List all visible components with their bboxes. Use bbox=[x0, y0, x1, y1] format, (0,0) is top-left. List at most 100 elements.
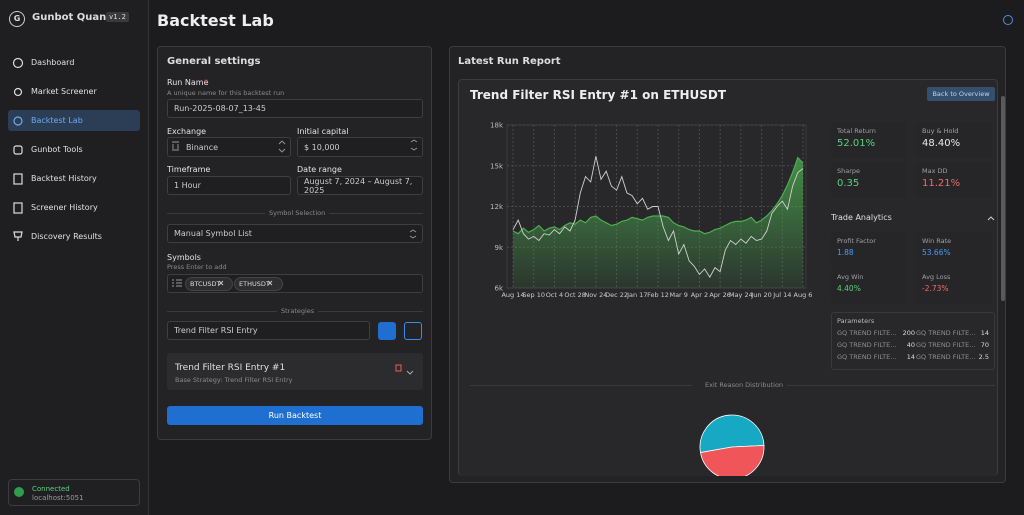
metric-value: 48.40% bbox=[922, 138, 961, 149]
metric-box: Max DD 11.21% bbox=[916, 162, 992, 198]
page-title: Backtest Lab bbox=[157, 11, 274, 30]
label: Initial capital bbox=[297, 127, 349, 136]
y-tick-label: 6k bbox=[494, 285, 503, 293]
x-tick-label: May 24 bbox=[729, 291, 753, 299]
logo: G bbox=[9, 11, 25, 27]
card-icons bbox=[395, 364, 414, 375]
metric-value: 53.66% bbox=[922, 248, 951, 257]
x-tick-label: Dec 22 bbox=[605, 291, 628, 299]
strategy-card-sub: Base Strategy: Trend Filter RSI Entry bbox=[175, 376, 293, 384]
metric-label: Win Rate bbox=[922, 237, 952, 245]
add-button[interactable] bbox=[378, 322, 396, 340]
metric-box: Win Rate 53.66% bbox=[916, 232, 992, 268]
x-tick-label: Sep 10 bbox=[522, 291, 545, 299]
label: Symbols bbox=[167, 253, 201, 262]
input-icons bbox=[172, 139, 418, 287]
y-tick-label: 15k bbox=[490, 162, 504, 170]
metric-value: 4.40% bbox=[837, 284, 861, 293]
metric-box: Profit Factor 1.88 bbox=[831, 232, 907, 268]
strategy-card bbox=[167, 353, 423, 390]
date-input[interactable]: August 7, 2024 – August 7, 2025 bbox=[297, 176, 423, 195]
x-tick-label: Aug 14 bbox=[501, 291, 524, 299]
param-name: GQ TREND FILTE... bbox=[916, 353, 976, 361]
nav-item[interactable]: Screener History bbox=[31, 203, 98, 212]
select[interactable]: 1 Hour bbox=[167, 176, 291, 195]
text-input[interactable]: Run-2025-08-07_13-45 bbox=[167, 99, 423, 118]
divider-label: Symbol Selection bbox=[265, 209, 330, 217]
pie-chart bbox=[699, 414, 765, 476]
required: * bbox=[204, 78, 208, 87]
label: Exchange bbox=[167, 127, 207, 136]
metric-label: Profit Factor bbox=[837, 237, 876, 245]
metric-value: 11.21% bbox=[922, 178, 961, 189]
metric-value: 0.35 bbox=[837, 178, 860, 189]
y-tick-label: 18k bbox=[490, 122, 504, 130]
x-tick-label: Mar 9 bbox=[669, 291, 687, 299]
param-name: GQ TREND FILTE... bbox=[916, 341, 976, 349]
metric-value: 52.01% bbox=[837, 138, 876, 149]
metric-value: -2.73% bbox=[922, 284, 949, 293]
metric-label: Max DD bbox=[922, 167, 948, 175]
brand: Gunbot Quant bbox=[32, 12, 112, 23]
param-value: 14 bbox=[906, 353, 915, 361]
pie-title: Exit Reason Distribution bbox=[692, 381, 788, 389]
analytics-title: Trade Analytics bbox=[831, 213, 892, 222]
x-tick-label: Feb 12 bbox=[647, 291, 669, 299]
x-tick-label: Oct 4 bbox=[546, 291, 563, 299]
settings-button[interactable] bbox=[404, 322, 422, 340]
label: Timeframe bbox=[167, 165, 211, 174]
param-value: 14 bbox=[980, 329, 989, 337]
nav-item[interactable]: Discovery Results bbox=[31, 232, 102, 241]
metric-box: Avg Loss -2.73% bbox=[916, 268, 992, 304]
version: v1.2 bbox=[106, 12, 129, 22]
metric-box: Avg Win 4.40% bbox=[831, 268, 907, 304]
collapse-icon[interactable] bbox=[986, 214, 996, 222]
divider-label: Strategies bbox=[277, 307, 319, 315]
x-tick-label: Oct 28 bbox=[564, 291, 586, 299]
select[interactable]: Manual Symbol List bbox=[167, 224, 423, 243]
run-title: Trend Filter RSI Entry #1 on ETHUSDT bbox=[470, 88, 727, 102]
param-name: GQ TREND FILTE... bbox=[837, 341, 897, 349]
line bbox=[512, 156, 804, 235]
nav-item[interactable]: Gunbot Tools bbox=[31, 145, 83, 154]
x-tick-label: Nov 24 bbox=[584, 291, 607, 299]
label: Run Name bbox=[167, 78, 209, 87]
param-name: GQ TREND FILTE... bbox=[916, 329, 976, 337]
metric-box: Total Return 52.01% bbox=[831, 122, 907, 158]
select[interactable]: Binance bbox=[167, 137, 291, 157]
param-name: GQ TREND FILTE... bbox=[837, 353, 897, 361]
nav-item[interactable]: Backtest History bbox=[31, 174, 97, 183]
host: localhost:5051 bbox=[32, 494, 84, 502]
metric-value: 1.88 bbox=[837, 248, 854, 257]
number-input[interactable]: $ 10,000 bbox=[297, 137, 423, 157]
x-tick-label: Aug 6 bbox=[794, 291, 813, 299]
status: Connected bbox=[32, 485, 70, 493]
metric-box: Sharpe 0.35 bbox=[831, 162, 907, 198]
sidebar bbox=[0, 0, 149, 515]
param-value: 40 bbox=[906, 341, 915, 349]
status-icon bbox=[14, 487, 24, 497]
chip[interactable]: ETHUSDT bbox=[234, 277, 283, 291]
metric-label: Avg Win bbox=[837, 273, 864, 281]
y-tick-label: 12k bbox=[490, 203, 504, 211]
nav-icons bbox=[12, 57, 24, 241]
x-tick-label: Jun 20 bbox=[750, 291, 772, 299]
metric-label: Sharpe bbox=[837, 167, 861, 175]
nav-item[interactable]: Market Screener bbox=[31, 87, 97, 96]
nav-item[interactable]: Dashboard bbox=[31, 58, 75, 67]
report-title: Latest Run Report bbox=[458, 56, 561, 67]
nav-item-active[interactable]: Backtest Lab bbox=[8, 110, 140, 131]
scrollbar[interactable] bbox=[1001, 96, 1005, 301]
status-box bbox=[8, 479, 140, 506]
select[interactable]: Trend Filter RSI Entry bbox=[167, 321, 370, 340]
x-tick-label: Jul 14 bbox=[772, 291, 791, 299]
info-icon[interactable] bbox=[1003, 15, 1013, 25]
metric-label: Buy & Hold bbox=[922, 127, 959, 135]
chip[interactable]: BTCUSDT bbox=[185, 277, 234, 291]
back-button[interactable]: Back to Overview bbox=[927, 87, 995, 101]
run-button[interactable]: Run Backtest bbox=[167, 406, 423, 425]
help: A unique name for this backtest run bbox=[167, 89, 285, 97]
param-value: 200 bbox=[902, 329, 915, 337]
param-name: GQ TREND FILTE... bbox=[837, 329, 897, 337]
